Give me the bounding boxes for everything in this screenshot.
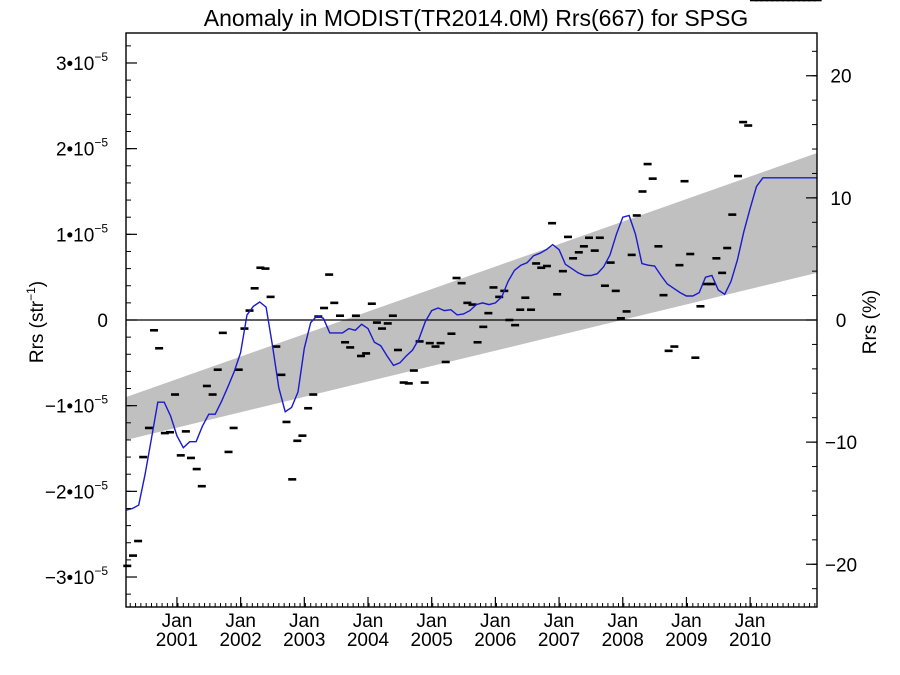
- x-tick-label-year: 2009: [665, 630, 707, 651]
- y-axis-label-close: ): [27, 281, 48, 287]
- y-tick-exponent: −5: [94, 393, 108, 407]
- x-tick-label-month: Jan: [607, 611, 638, 632]
- y-tick-label: −1•10−5: [45, 393, 108, 418]
- y-tick-mantissa: 2•10: [56, 140, 94, 161]
- x-tick-label-month: Jan: [289, 611, 320, 632]
- x-tick-label-month: Jan: [480, 611, 511, 632]
- y-tick-exponent: −5: [94, 50, 108, 64]
- x-tick-label-month: Jan: [544, 611, 575, 632]
- y-tick-mantissa: 0: [97, 311, 108, 332]
- y2-tick-label: 20: [830, 67, 851, 88]
- y2-tick-label: −20: [825, 555, 857, 576]
- y2-tick-label: 0: [836, 311, 847, 332]
- x-tick-label-month: Jan: [225, 611, 256, 632]
- y-tick-exponent: −5: [94, 221, 108, 235]
- x-tick-label-year: 2008: [602, 630, 644, 651]
- y-axis-label: Rrs (str−1): [24, 281, 48, 363]
- y-axis-label-text: Rrs (str: [27, 300, 48, 363]
- x-tick-label-year: 2006: [474, 630, 516, 651]
- y-tick-label: 1•10−5: [56, 221, 108, 246]
- y-tick-mantissa: −1•10: [45, 397, 94, 418]
- y-tick-mantissa: 1•10: [56, 225, 94, 246]
- smoothed-line: [125, 177, 817, 511]
- x-tick-label-month: Jan: [162, 611, 193, 632]
- y2-tick-label: 10: [830, 189, 851, 210]
- chart-title: Anomaly in MODIST(TR2014.0M) Rrs(667) fo…: [204, 5, 748, 31]
- y-tick-label: −3•10−5: [45, 564, 108, 589]
- y-tick-mantissa: 3•10: [56, 54, 94, 75]
- y-tick-exponent: −5: [94, 564, 108, 578]
- x-tick-label-year: 2002: [219, 630, 261, 651]
- trend-band: [126, 152, 817, 440]
- y-tick-mantissa: −2•10: [45, 482, 94, 503]
- x-tick-label-year: 2005: [411, 630, 453, 651]
- svg-text:Rrs (str−1): Rrs (str−1): [24, 281, 48, 363]
- y-tick-label: −2•10−5: [45, 478, 108, 503]
- y-axis-label-sup: −1: [24, 287, 38, 301]
- x-tick-label-year: 2007: [538, 630, 580, 651]
- y2-tick-label: −10: [825, 433, 857, 454]
- x-tick-label-year: 2003: [283, 630, 325, 651]
- x-tick-label-month: Jan: [735, 611, 766, 632]
- y-tick-exponent: −5: [94, 136, 108, 150]
- x-tick-label-year: 2010: [729, 630, 771, 651]
- y-tick-exponent: −5: [94, 478, 108, 492]
- x-tick-label-month: Jan: [416, 611, 447, 632]
- x-tick-label-month: Jan: [353, 611, 384, 632]
- plot-area: Jan2001Jan2002Jan2003Jan2004Jan2005Jan20…: [45, 0, 857, 651]
- x-tick-label-month: Jan: [671, 611, 702, 632]
- x-tick-label-year: 2001: [156, 630, 198, 651]
- y-tick-label: 3•10−5: [56, 50, 108, 75]
- y-tick-mantissa: −3•10: [45, 568, 94, 589]
- y2-axis-label: Rrs (%): [860, 290, 881, 354]
- y-tick-label: 0: [97, 311, 108, 332]
- x-tick-label-year: 2004: [347, 630, 390, 651]
- y-tick-label: 2•10−5: [56, 136, 108, 161]
- y2-axis-label-text: Rrs (%): [860, 290, 881, 354]
